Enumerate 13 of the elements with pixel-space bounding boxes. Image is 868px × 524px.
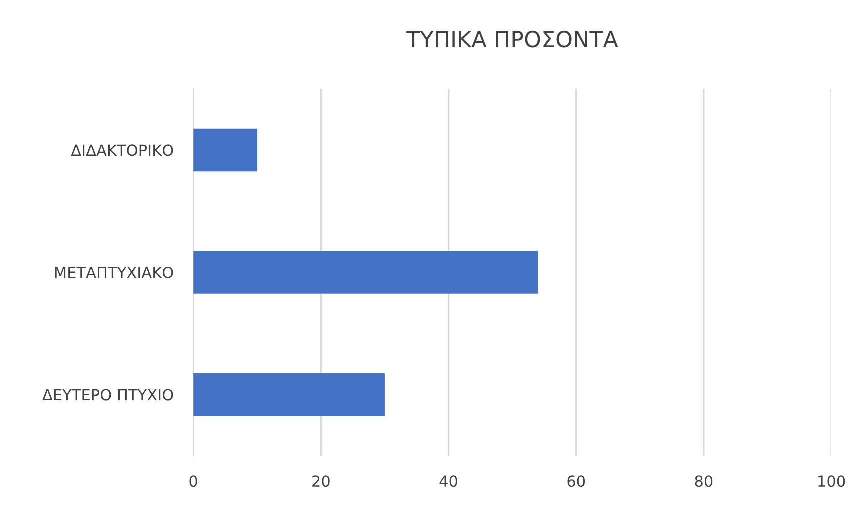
x-tick-label: 60 [568,476,586,488]
y-tick-label: ΜΕΤΑΠΤΥΧΙΑΚΟ [55,266,174,278]
x-tick-label: 80 [695,476,713,488]
bar [194,251,538,294]
x-tick-label: 40 [440,476,458,488]
x-tick-label: 20 [312,476,330,488]
chart-title: ΤΥΠΙΚΑ ΠΡΟΣΟΝΤΑ [406,30,618,48]
bar [194,128,258,172]
bar [194,373,385,416]
x-tick-label: 100 [818,476,846,488]
y-tick-label: ΔΕΥΤΕΡΟ ΠΤΥΧΙΟ [42,389,174,401]
x-tick-label: 0 [190,476,198,488]
y-tick-label: ΔΙΔΑΚΤΟΡΙΚΟ [71,144,174,156]
